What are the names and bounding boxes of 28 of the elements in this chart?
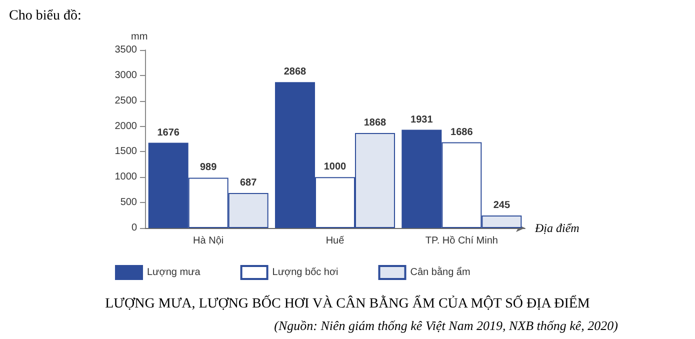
data-label: 989 — [200, 162, 218, 174]
data-label: 245 — [493, 200, 510, 212]
text: LƯỢNG MƯA, LƯỢNG BỐC HƠI VÀ CÂN BẰNG ẨM CỦA MỘT SỐ ĐỊA ĐIỂM — [105, 294, 590, 312]
data-label: 1931 — [410, 114, 434, 126]
y-tick-label: 1000 — [114, 172, 138, 183]
y-tick-label: 3500 — [114, 44, 138, 56]
x-axis-title: Địa điểm — [534, 221, 580, 235]
text: (Nguồn: Niên giám thống kê Việt Nam 2019, NXB thống kê, 2020) — [274, 318, 618, 333]
legend-label: Cân bằng ẩm — [410, 266, 470, 278]
legend-label: Lượng bốc hơi — [272, 267, 338, 278]
text: Cho biểu đồ: — [9, 8, 82, 24]
data-label: 1686 — [450, 126, 474, 138]
data-label: 1868 — [364, 118, 387, 128]
data-label: 1000 — [324, 162, 347, 173]
y-tick-label: 3000 — [114, 70, 138, 81]
data-label: 1676 — [157, 127, 180, 138]
y-tick-label: 0 — [131, 222, 138, 234]
y-tick-label: 2000 — [114, 120, 138, 132]
y-tick-label: 1500 — [114, 146, 138, 158]
legend-label: Lượng mưa — [147, 267, 201, 278]
y-axis-title: mm — [131, 32, 148, 42]
x-tick-label: TP. Hồ Chí Minh — [425, 236, 498, 246]
x-tick-label: Hà Nội — [193, 236, 224, 246]
y-tick-label: 2500 — [114, 95, 138, 106]
data-label: 687 — [240, 178, 258, 189]
x-tick-label: Huế — [326, 236, 345, 246]
y-tick-label: 500 — [120, 197, 138, 208]
data-label: 2868 — [284, 66, 307, 78]
